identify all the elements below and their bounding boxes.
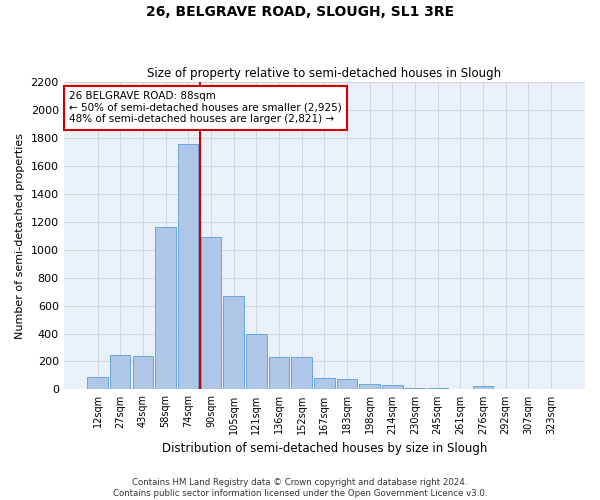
Text: 26, BELGRAVE ROAD, SLOUGH, SL1 3RE: 26, BELGRAVE ROAD, SLOUGH, SL1 3RE: [146, 5, 454, 19]
Bar: [382, 385, 403, 390]
Bar: [473, 386, 493, 390]
Bar: [110, 355, 130, 390]
Y-axis label: Number of semi-detached properties: Number of semi-detached properties: [15, 132, 25, 338]
Bar: [88, 377, 108, 390]
Bar: [405, 388, 425, 390]
Bar: [314, 378, 335, 390]
Bar: [428, 388, 448, 390]
Bar: [450, 388, 470, 390]
Bar: [223, 296, 244, 390]
Bar: [178, 144, 199, 390]
Bar: [246, 334, 266, 390]
Bar: [359, 384, 380, 390]
Bar: [292, 356, 312, 390]
Title: Size of property relative to semi-detached houses in Slough: Size of property relative to semi-detach…: [147, 66, 502, 80]
Bar: [155, 228, 176, 390]
X-axis label: Distribution of semi-detached houses by size in Slough: Distribution of semi-detached houses by …: [161, 442, 487, 455]
Bar: [337, 379, 357, 390]
Text: Contains HM Land Registry data © Crown copyright and database right 2024.
Contai: Contains HM Land Registry data © Crown c…: [113, 478, 487, 498]
Bar: [269, 356, 289, 390]
Text: 26 BELGRAVE ROAD: 88sqm
← 50% of semi-detached houses are smaller (2,925)
48% of: 26 BELGRAVE ROAD: 88sqm ← 50% of semi-de…: [69, 92, 341, 124]
Bar: [133, 356, 153, 390]
Bar: [201, 237, 221, 390]
